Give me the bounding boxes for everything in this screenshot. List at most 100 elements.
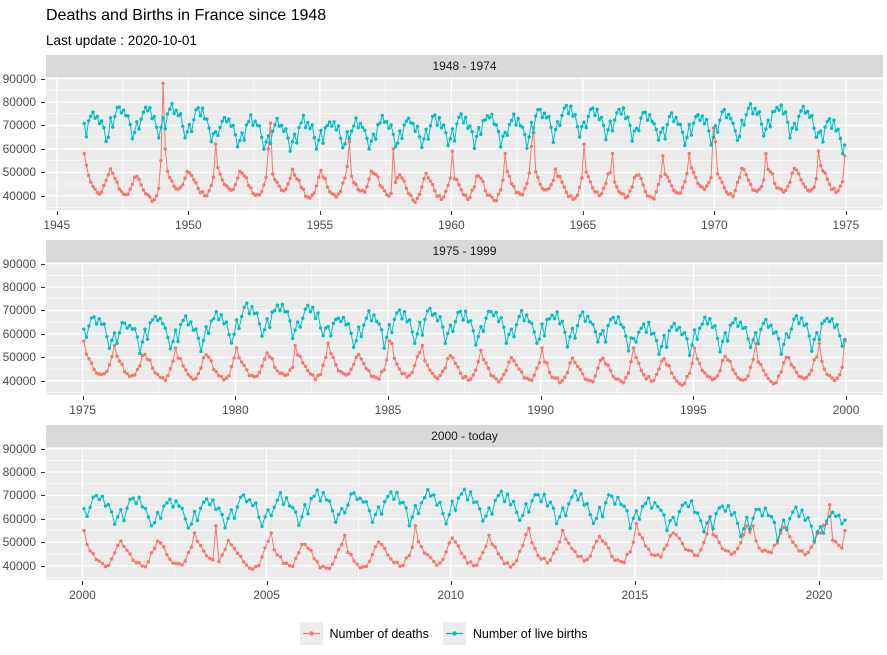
y-tick-mark — [41, 148, 45, 150]
data-point — [435, 503, 439, 507]
data-point — [209, 183, 213, 188]
data-point — [117, 359, 122, 363]
data-point — [418, 320, 422, 324]
data-point — [709, 176, 713, 180]
data-point — [112, 331, 117, 335]
data-point — [450, 127, 455, 131]
data-point — [810, 113, 814, 118]
data-point — [466, 197, 470, 202]
data-point — [507, 332, 511, 337]
data-point — [400, 136, 404, 141]
data-point — [252, 311, 257, 316]
data-point — [361, 500, 365, 504]
data-point — [830, 376, 834, 380]
data-point — [163, 127, 167, 131]
data-point — [672, 119, 676, 124]
data-point — [404, 186, 409, 190]
data-point — [580, 176, 584, 180]
data-point — [511, 499, 516, 504]
data-point — [523, 186, 527, 191]
data-point — [191, 328, 195, 332]
data-point — [479, 176, 483, 181]
data-point — [166, 373, 170, 378]
data-point — [330, 124, 334, 128]
births-series-points — [82, 101, 847, 156]
data-point — [219, 375, 223, 379]
data-point — [573, 360, 577, 365]
data-point — [722, 186, 726, 190]
legend-label-births: Number of live births — [472, 626, 588, 641]
data-point — [186, 550, 190, 555]
data-point — [438, 373, 442, 378]
data-point — [157, 186, 161, 191]
data-point — [128, 122, 132, 127]
data-point — [192, 509, 197, 514]
data-point — [278, 308, 282, 313]
data-point — [614, 377, 618, 381]
data-point — [205, 194, 209, 198]
data-point — [392, 317, 397, 321]
data-point — [558, 322, 562, 326]
data-point — [146, 193, 150, 197]
data-point — [334, 362, 338, 367]
data-point — [708, 375, 712, 379]
data-point — [453, 508, 457, 512]
data-point — [423, 359, 427, 363]
data-point — [838, 334, 842, 338]
data-point — [783, 188, 788, 193]
data-point — [422, 176, 426, 181]
data-point — [674, 533, 678, 537]
data-point — [609, 317, 613, 322]
deaths-key-point — [308, 631, 314, 636]
data-point — [266, 539, 270, 544]
data-point — [759, 122, 764, 126]
data-point — [128, 323, 132, 328]
data-point — [141, 188, 146, 192]
data-point — [415, 124, 420, 128]
data-point — [640, 536, 645, 540]
data-point — [497, 319, 501, 324]
data-point — [104, 178, 108, 182]
data-point — [154, 194, 159, 198]
data-point — [84, 163, 89, 167]
data-point — [652, 331, 656, 335]
data-point — [695, 337, 699, 341]
y-tick-label: 60000 — [2, 511, 36, 526]
data-point — [751, 524, 755, 528]
data-point — [610, 129, 615, 133]
data-point — [613, 118, 617, 122]
data-point — [397, 308, 402, 312]
facet-strip-1975-1999: 1975 - 1999 — [46, 240, 883, 262]
data-point — [711, 135, 715, 140]
data-point — [838, 184, 843, 188]
x-tick-label: 1975 — [832, 218, 860, 232]
data-point — [433, 311, 437, 316]
data-point — [389, 191, 393, 196]
data-point — [617, 107, 621, 111]
data-point — [751, 357, 755, 362]
data-point — [285, 310, 290, 314]
y-tick-label: 80000 — [2, 465, 36, 480]
data-point — [799, 316, 804, 320]
data-point — [728, 359, 732, 364]
data-point — [488, 116, 492, 120]
data-point — [743, 325, 748, 330]
data-point — [644, 377, 648, 381]
data-point — [797, 321, 801, 326]
data-point — [611, 315, 615, 319]
data-point — [474, 134, 479, 139]
data-point — [128, 374, 132, 379]
x-tick-label: 1955 — [306, 218, 334, 232]
data-point — [235, 551, 240, 555]
data-point — [268, 325, 272, 330]
data-point — [163, 147, 167, 151]
data-point — [751, 516, 755, 520]
data-point — [425, 309, 430, 313]
data-point — [306, 120, 310, 125]
data-point — [446, 356, 450, 361]
data-point — [94, 557, 98, 562]
data-point — [497, 380, 501, 384]
data-point — [624, 375, 628, 380]
data-point — [742, 123, 746, 127]
data-point — [769, 323, 773, 327]
